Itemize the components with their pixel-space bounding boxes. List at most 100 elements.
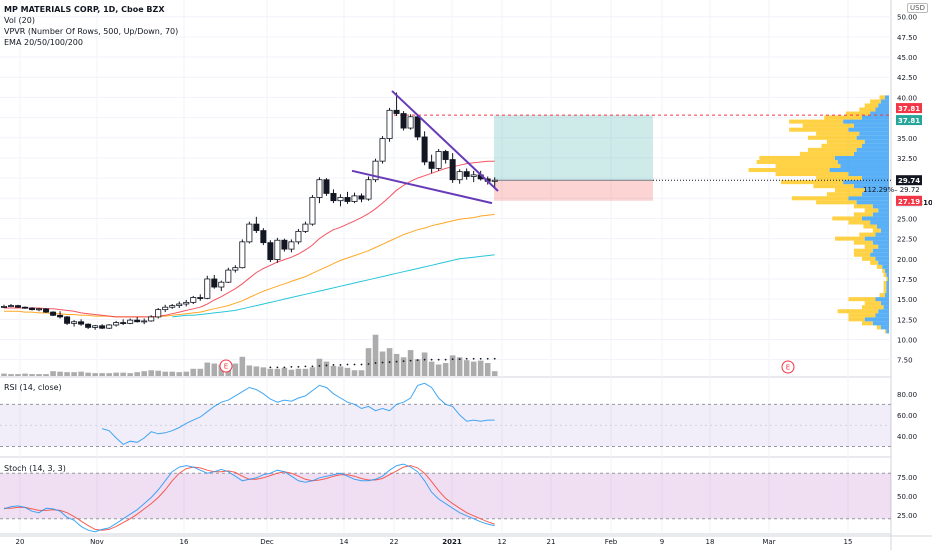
volume-bar <box>197 368 204 376</box>
vpvr-down-bar <box>835 236 865 241</box>
vpvr-down-bar <box>808 135 857 140</box>
volume-bar <box>323 361 330 376</box>
volume-bar <box>190 368 197 376</box>
candle-body <box>148 316 155 322</box>
earnings-marker-icon <box>781 360 795 374</box>
volume-ma-dot <box>381 361 384 364</box>
vpvr-down-bar <box>853 240 873 245</box>
vpvr-up-bar <box>886 329 889 334</box>
price-axis-tick: 35.00 <box>897 135 917 143</box>
vpvr-up-bar <box>872 212 889 217</box>
vpvr-down-bar <box>808 147 857 152</box>
candle-body <box>43 308 50 313</box>
candle-body <box>281 239 288 250</box>
candle-body <box>239 241 246 269</box>
volume-bar <box>22 373 28 376</box>
volume-bar <box>1 373 7 376</box>
vpvr-down-bar <box>862 256 876 261</box>
volume-bar <box>351 370 358 376</box>
volume-ma-dot <box>486 357 489 360</box>
vpvr-down-bar <box>832 216 862 221</box>
volume-bar <box>50 371 56 376</box>
stoch-axis-tick: 75.00 <box>897 474 917 482</box>
vpvr-down-bar <box>879 293 885 298</box>
vpvr-down-bar <box>883 285 887 290</box>
vpvr-up-bar <box>887 276 889 281</box>
volume-ma-dot <box>437 358 440 361</box>
candle-body <box>260 230 267 244</box>
price-axis-tick: 42.50 <box>897 74 917 82</box>
candle-body <box>225 269 232 283</box>
volume-bar <box>393 353 400 376</box>
candle-body <box>470 174 477 177</box>
volume-bar <box>113 372 119 376</box>
volume-bar <box>470 361 477 376</box>
candle-body <box>442 151 449 160</box>
time-axis-tick: Nov <box>90 538 104 546</box>
volume-ma-dot <box>458 358 461 361</box>
volume-bar <box>57 371 63 376</box>
target-price-label-secondary: 37.81 <box>898 117 920 125</box>
volume-bar <box>421 352 428 376</box>
candle-body <box>421 136 428 163</box>
stoch-axis-tick: 50.00 <box>897 493 917 501</box>
vpvr-down-bar <box>791 196 849 201</box>
vpvr-up-bar <box>870 220 889 225</box>
time-axis-tick: Dec <box>260 538 274 546</box>
candle-body <box>386 109 393 139</box>
vpvr-up-bar <box>862 176 889 181</box>
volume-bar <box>456 357 463 376</box>
volume-bar <box>330 365 337 376</box>
vpvr-down-bar <box>775 172 849 177</box>
candle-body <box>449 159 456 181</box>
volume-ma-dot <box>297 365 300 368</box>
volume-ma-dot <box>423 358 426 361</box>
volume-bar <box>106 373 112 376</box>
vpvr-down-bar <box>775 163 841 169</box>
vpvr-indicator-label[interactable]: VPVR (Number Of Rows, 500, Up/Down, 70) <box>4 27 179 36</box>
candle-body <box>134 319 141 323</box>
candle-body <box>246 223 253 243</box>
vpvr-up-bar <box>884 268 889 273</box>
vpvr-up-bar <box>864 317 889 322</box>
long-position-target-zone <box>494 115 653 181</box>
volume-ma-dot <box>276 366 279 369</box>
volume-bar <box>85 372 91 376</box>
price-axis-tick: 20.00 <box>897 256 917 264</box>
volume-bar <box>204 362 211 376</box>
stoch-pane-label[interactable]: Stoch (14, 3, 3) <box>4 464 66 473</box>
ema-indicator-label[interactable]: EMA 20/50/100/200 <box>4 38 83 47</box>
volume-bar <box>302 368 309 376</box>
candle-body <box>29 307 36 311</box>
vpvr-up-bar <box>843 119 889 124</box>
volume-bar <box>183 371 190 376</box>
price-axis-tick: 22.50 <box>897 236 917 244</box>
volume-ma-dot <box>353 363 356 366</box>
vpvr-down-bar <box>853 252 871 257</box>
time-axis-tick: 21 <box>547 538 556 546</box>
ema20-line <box>4 160 495 318</box>
price-axis-tick: 47.50 <box>897 34 917 42</box>
candle-body <box>428 161 435 169</box>
candle-body <box>358 195 365 200</box>
vpvr-up-bar <box>856 147 889 152</box>
currency-badge[interactable]: USD <box>907 3 928 13</box>
rsi-pane-label[interactable]: RSI (14, close) <box>4 383 62 392</box>
price-axis-tick: 15.00 <box>897 296 917 304</box>
symbol-title[interactable]: MP MATERIALS CORP, 1D, Cboe BZX <box>4 5 165 14</box>
candle-body <box>183 301 190 305</box>
volume-ma-dot <box>402 360 405 363</box>
volume-bar <box>162 371 169 376</box>
volume-bar <box>288 369 295 376</box>
volume-ma-dot <box>283 366 286 369</box>
volume-bar <box>8 374 14 376</box>
volume-indicator-label[interactable]: Vol (20) <box>4 16 35 25</box>
vpvr-up-bar <box>880 325 889 330</box>
vpvr-up-bar <box>875 313 889 318</box>
vpvr-up-bar <box>884 293 889 298</box>
volume-bar <box>71 372 77 376</box>
candle-body <box>162 306 169 311</box>
volume-bar <box>92 373 98 376</box>
vpvr-down-bar <box>816 200 857 205</box>
